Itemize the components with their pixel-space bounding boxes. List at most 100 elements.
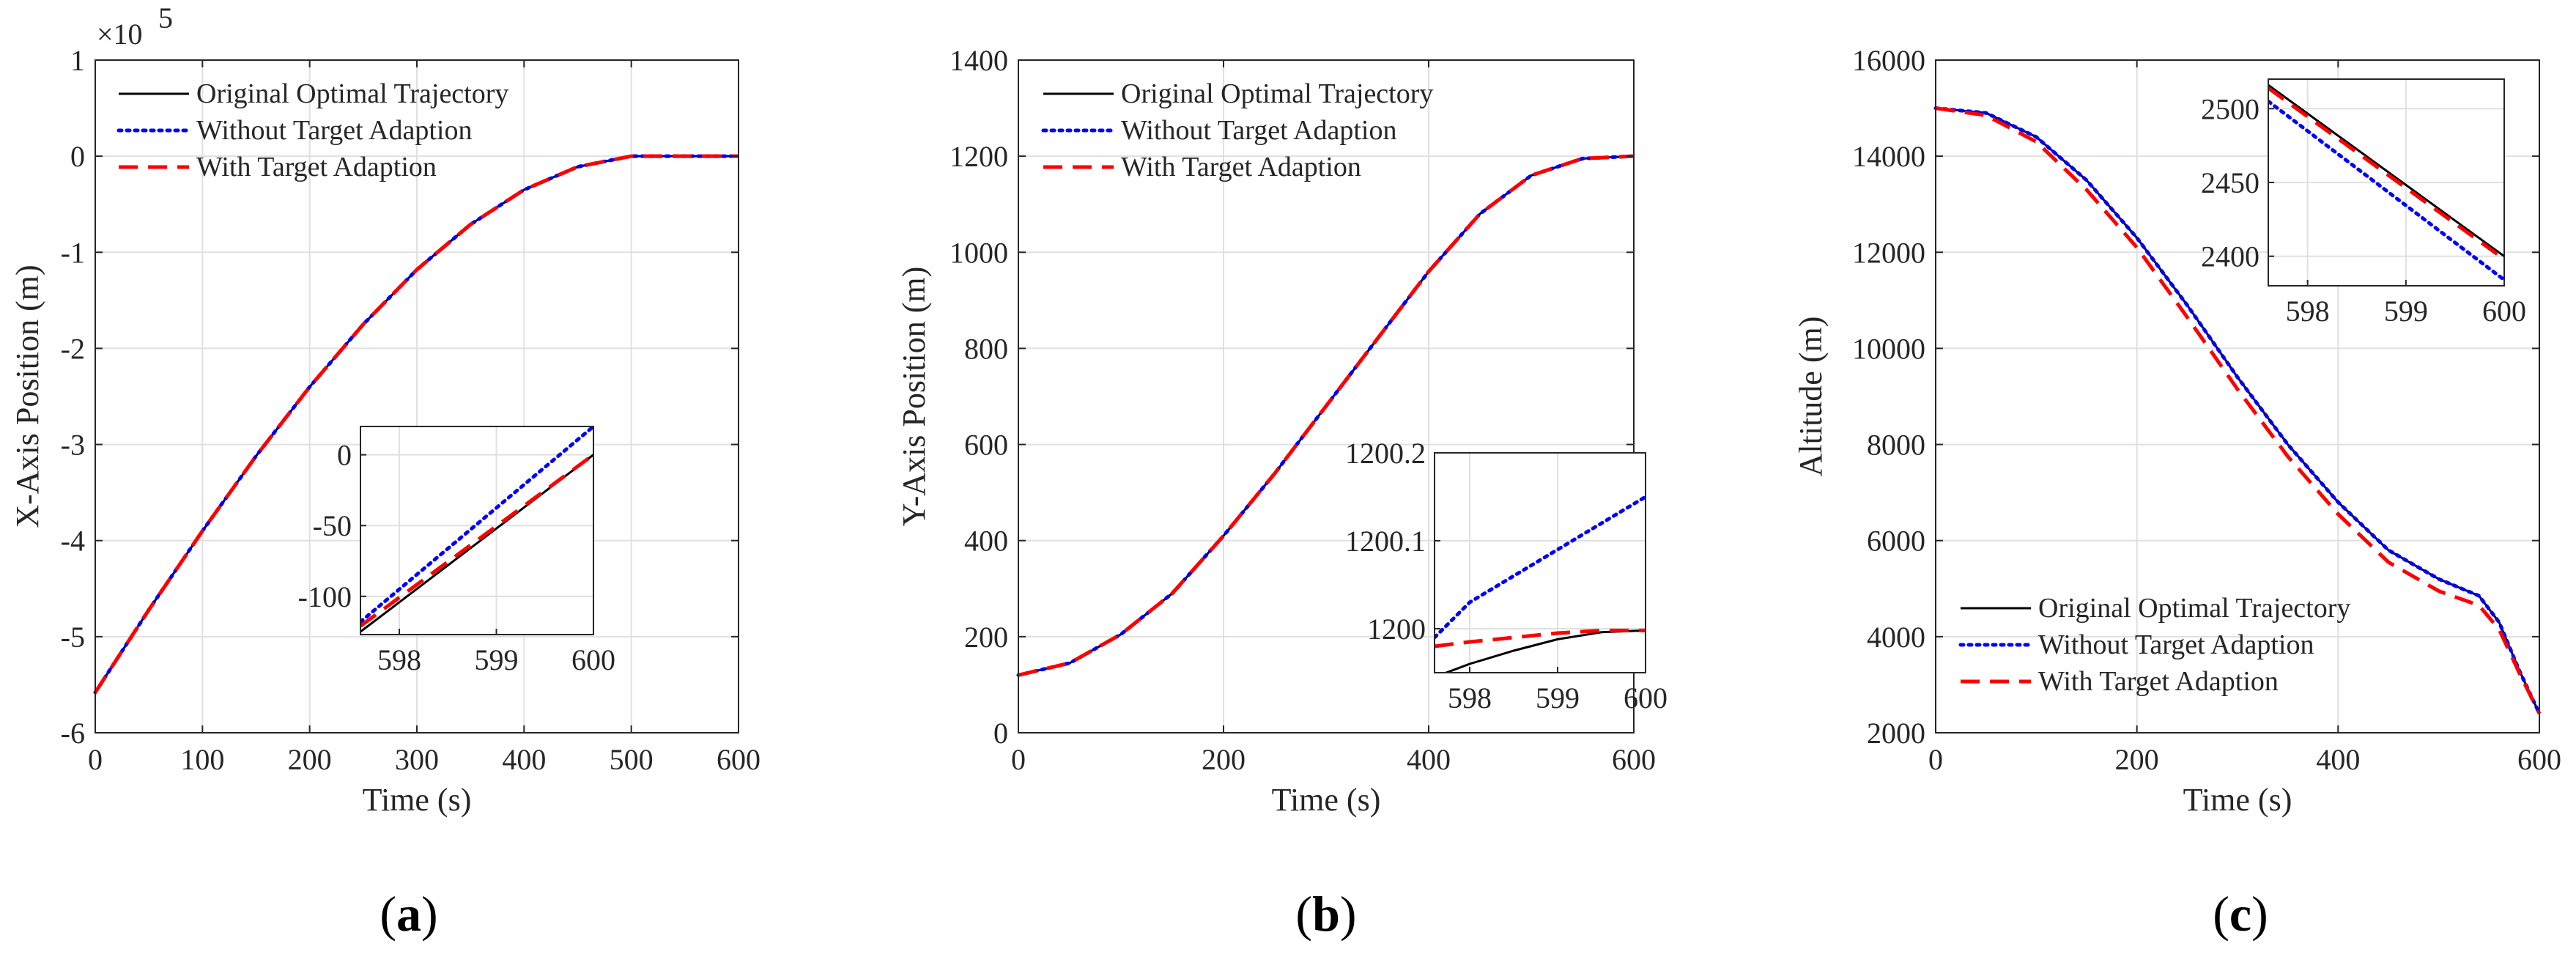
legend-label-3: With Target Adaption bbox=[196, 152, 437, 182]
legend-label-2: Without Target Adaption bbox=[2038, 629, 2314, 660]
y-tick-label: -3 bbox=[61, 429, 85, 462]
inset-series-line-3 bbox=[1435, 628, 1646, 649]
y-tick-label: 16000 bbox=[1852, 44, 1925, 77]
inset-x-tick-label: 598 bbox=[377, 643, 421, 676]
y-tick-label: 800 bbox=[964, 332, 1008, 365]
y-tick-label: 2000 bbox=[1867, 717, 1925, 750]
inset-x-tick-label: 599 bbox=[1536, 681, 1580, 714]
x-tick-label: 200 bbox=[1202, 743, 1246, 776]
inset-frame bbox=[360, 426, 594, 635]
x-axis-label: Time (s) bbox=[363, 782, 472, 818]
x-tick-label: 400 bbox=[2316, 743, 2360, 776]
legend-label-3: With Target Adaption bbox=[1121, 152, 1361, 182]
y-tick-label: 1200 bbox=[950, 140, 1008, 173]
inset-frame bbox=[1434, 452, 1646, 673]
y-tick-label: -5 bbox=[61, 621, 85, 654]
axes-frame bbox=[1018, 59, 1635, 734]
inset-series-line-2 bbox=[2268, 99, 2504, 282]
inset-x-tick-label: 600 bbox=[2482, 295, 2526, 328]
series-line-3 bbox=[1935, 106, 2542, 714]
inset-x-tick-label: 600 bbox=[1624, 681, 1668, 714]
y-tick-label: 0 bbox=[993, 717, 1008, 750]
inset-y-tick-label: 1200.2 bbox=[1345, 437, 1426, 470]
chart-panel-a: 0 100 200 300 400 500 600 -6 -5 -4 -3 -2 -1 0 1 Time (s… bbox=[10, 1, 760, 942]
inset-y-tick-label: 2500 bbox=[2201, 92, 2259, 125]
x-tick-label: 0 bbox=[1011, 743, 1026, 776]
y-tick-label: 8000 bbox=[1867, 429, 1925, 462]
y-tick-label: 14000 bbox=[1852, 140, 1925, 173]
y-tick-label: -6 bbox=[61, 717, 85, 750]
panel-label: (a) bbox=[380, 886, 437, 942]
legend-label-1: Original Optimal Trajectory bbox=[2038, 593, 2350, 624]
y-tick-label: 6000 bbox=[1867, 525, 1925, 558]
x-axis-label: Time (s) bbox=[2183, 782, 2292, 818]
inset-area bbox=[1435, 453, 1646, 673]
panel-letter: a bbox=[396, 886, 421, 942]
y-tick-label: 1 bbox=[70, 44, 85, 77]
y-axis-label: Y-Axis Position (m) bbox=[896, 267, 932, 526]
x-tick-label: 400 bbox=[502, 743, 546, 776]
x-tick-label: 200 bbox=[2115, 743, 2159, 776]
chart-panel-b: 0 200 400 600 0 200 400 600 800 1000 1200 1400 Time … bbox=[896, 44, 1668, 942]
panel-letter: c bbox=[2229, 886, 2251, 942]
panel-label: (c) bbox=[2213, 886, 2268, 942]
y-tick-label: 12000 bbox=[1852, 236, 1925, 269]
legend-label-3: With Target Adaption bbox=[2038, 666, 2279, 697]
inset-series-line-2 bbox=[360, 426, 593, 624]
y-tick-label: -2 bbox=[61, 332, 85, 365]
inset-y-tick-label: 2450 bbox=[2201, 166, 2259, 199]
inset-plot: 598 599 600 0 -50 -100 bbox=[298, 426, 615, 676]
y-axis-label: Altitude (m) bbox=[1793, 317, 1829, 477]
axis-exponent: ×10 bbox=[97, 18, 143, 51]
y-tick-label: 0 bbox=[70, 140, 85, 173]
inset-series-line-3 bbox=[360, 453, 593, 628]
inset-x-tick-label: 598 bbox=[1448, 681, 1492, 714]
y-tick-label: 600 bbox=[964, 429, 1008, 462]
inset-y-tick-label: 2400 bbox=[2201, 240, 2259, 273]
inset-x-tick-label: 600 bbox=[571, 643, 615, 676]
series-line-2 bbox=[1933, 106, 2542, 716]
inset-y-tick-label: 1200 bbox=[1367, 613, 1426, 646]
legend-label-1: Original Optimal Trajectory bbox=[1121, 78, 1433, 109]
y-tick-label: 1400 bbox=[950, 44, 1008, 77]
inset-series-line-2 bbox=[1435, 495, 1646, 640]
x-tick-label: 100 bbox=[180, 743, 224, 776]
inset-plot: 598 599 600 2400 2450 2500 bbox=[2201, 78, 2526, 328]
inset-y-tick-label: -50 bbox=[313, 509, 352, 542]
x-axis-label: Time (s) bbox=[1272, 782, 1381, 818]
panel-label: (b) bbox=[1295, 886, 1356, 942]
x-tick-label: 0 bbox=[88, 743, 103, 776]
inset-x-tick-label: 598 bbox=[2286, 295, 2330, 328]
inset-series-line-3 bbox=[2268, 86, 2504, 261]
y-tick-label: 1000 bbox=[950, 236, 1008, 269]
y-axis-label: X-Axis Position (m) bbox=[10, 265, 45, 528]
panel-letter: b bbox=[1312, 886, 1340, 942]
series-line-3 bbox=[93, 154, 739, 694]
y-tick-label: -1 bbox=[61, 236, 85, 269]
x-tick-label: 200 bbox=[288, 743, 332, 776]
y-tick-label: 200 bbox=[964, 621, 1008, 654]
y-tick-label: 400 bbox=[964, 525, 1008, 558]
x-tick-label: 500 bbox=[610, 743, 654, 776]
y-tick-label: 10000 bbox=[1852, 332, 1925, 365]
inset-x-tick-label: 599 bbox=[2384, 295, 2428, 328]
inset-y-tick-label: 0 bbox=[337, 439, 352, 472]
inset-series-line-1 bbox=[1443, 629, 1646, 673]
y-tick-label: -4 bbox=[61, 525, 85, 558]
x-tick-label: 600 bbox=[717, 743, 760, 776]
x-tick-label: 400 bbox=[1407, 743, 1451, 776]
y-tick-label: 4000 bbox=[1867, 621, 1925, 654]
x-tick-label: 300 bbox=[395, 743, 439, 776]
axis-exponent-power: 5 bbox=[158, 1, 173, 34]
inset-plot: 598 599 600 1200 1200.1 1200.2 bbox=[1345, 437, 1668, 714]
legend-label-1: Original Optimal Trajectory bbox=[196, 78, 508, 109]
x-tick-label: 0 bbox=[1928, 743, 1943, 776]
inset-y-tick-label: 1200.1 bbox=[1345, 525, 1426, 558]
x-tick-label: 600 bbox=[1612, 743, 1656, 776]
axes-frame bbox=[1935, 59, 2540, 734]
legend-label-2: Without Target Adaption bbox=[196, 115, 472, 146]
inset-y-tick-label: -100 bbox=[298, 580, 352, 613]
inset-series-line-1 bbox=[2268, 84, 2504, 257]
inset-x-tick-label: 599 bbox=[475, 643, 519, 676]
